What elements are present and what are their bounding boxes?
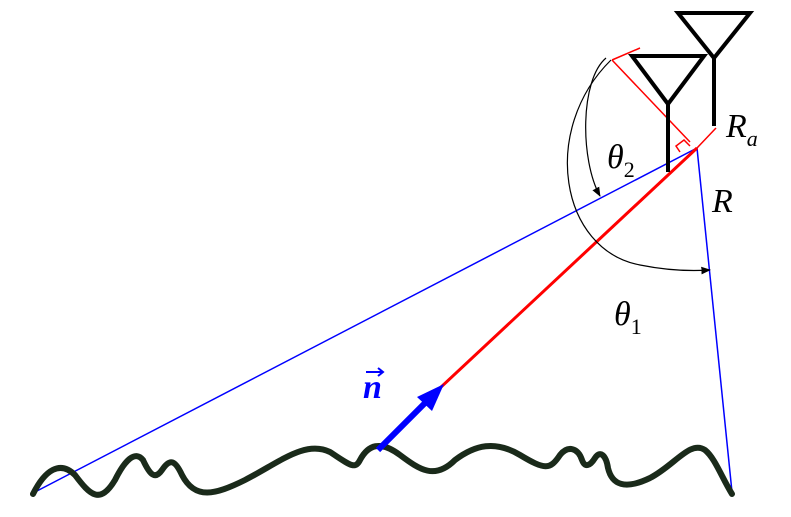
label-part: 1 [631, 314, 642, 339]
label-part: θ [607, 139, 624, 176]
label-part: R [725, 108, 747, 145]
terrain [30, 442, 735, 498]
theta2-label: θ2 [607, 139, 635, 182]
r-label: R [711, 183, 733, 220]
theta2-arc [585, 57, 607, 197]
label-part: θ [614, 296, 631, 333]
ra-line [696, 127, 717, 149]
ra-label: Ra [725, 108, 758, 151]
ray-right [696, 147, 733, 493]
perp-line [611, 59, 691, 143]
theta1-arc [566, 59, 711, 275]
perp-tick [611, 47, 641, 61]
normal-arrow-shaft [375, 397, 431, 453]
normal-arrow-head [417, 384, 444, 411]
normal-label: n [363, 369, 382, 406]
vector-accent [366, 367, 385, 377]
right-angle [674, 139, 691, 153]
label-part: a [747, 126, 758, 151]
antenna-back [673, 11, 755, 126]
normal-line [438, 146, 699, 390]
theta1-label: θ1 [614, 296, 642, 339]
antenna-front [628, 54, 708, 172]
ray-left [34, 147, 698, 493]
label-part: 2 [624, 157, 635, 182]
